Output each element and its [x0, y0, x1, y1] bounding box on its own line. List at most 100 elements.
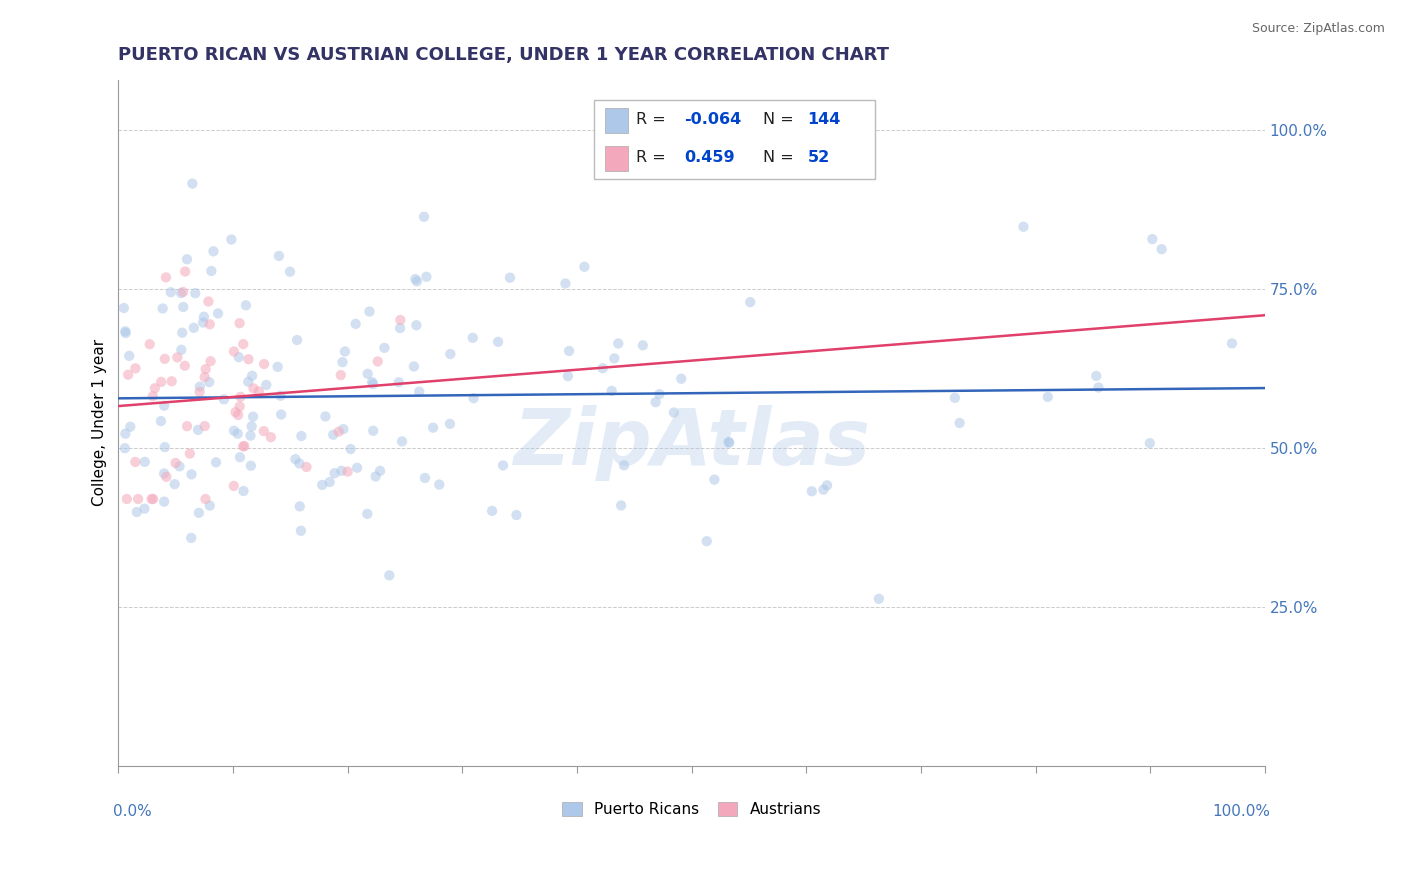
Point	[278, 265, 301, 279]
Point	[644, 395, 666, 409]
Point	[224, 405, 246, 419]
Point	[179, 447, 201, 461]
Point	[117, 368, 139, 382]
Point	[361, 424, 384, 438]
Point	[221, 233, 243, 247]
Point	[328, 425, 350, 439]
Text: PUERTO RICAN VS AUSTRIAN COLLEGE, UNDER 1 YEAR CORRELATION CHART: PUERTO RICAN VS AUSTRIAN COLLEGE, UNDER …	[118, 46, 890, 64]
Point	[184, 286, 207, 301]
Point	[200, 264, 222, 278]
Point	[332, 422, 354, 436]
Point	[194, 362, 217, 376]
Point	[558, 343, 581, 358]
Point	[270, 408, 292, 422]
Point	[153, 467, 176, 481]
Point	[166, 351, 188, 365]
Point	[232, 483, 254, 498]
Point	[200, 354, 222, 368]
Point	[378, 568, 401, 582]
Point	[613, 458, 636, 473]
Point	[610, 499, 633, 513]
Point	[336, 465, 359, 479]
Point	[228, 316, 250, 330]
Point	[207, 306, 229, 320]
Point	[557, 369, 579, 384]
Text: Source: ZipAtlas.com: Source: ZipAtlas.com	[1251, 22, 1385, 36]
Point	[141, 491, 163, 506]
Point	[239, 428, 262, 442]
Point	[696, 534, 718, 549]
Point	[260, 430, 283, 444]
Point	[631, 338, 654, 352]
Point	[114, 324, 136, 338]
Point	[288, 457, 311, 471]
Point	[172, 326, 194, 340]
Point	[160, 285, 183, 300]
Point	[115, 491, 138, 506]
Point	[198, 375, 221, 389]
Point	[332, 355, 354, 369]
Point	[439, 347, 461, 361]
Point	[226, 408, 249, 422]
Point	[868, 591, 890, 606]
Point	[717, 434, 740, 449]
Point	[361, 377, 384, 392]
Point	[266, 359, 288, 374]
Point	[607, 336, 630, 351]
Point	[1139, 436, 1161, 450]
Point	[269, 389, 291, 403]
Point	[124, 455, 146, 469]
Point	[662, 405, 685, 419]
Point	[124, 361, 146, 376]
Point	[295, 460, 318, 475]
Point	[600, 384, 623, 398]
Point	[402, 359, 425, 374]
Point	[247, 384, 270, 399]
Point	[415, 269, 437, 284]
Point	[1085, 368, 1108, 383]
Point	[188, 384, 211, 399]
Point	[183, 321, 205, 335]
Point	[194, 491, 217, 506]
Point	[153, 351, 176, 366]
Point	[405, 318, 427, 333]
Point	[143, 381, 166, 395]
Point	[193, 310, 215, 324]
Point	[284, 452, 307, 467]
Point	[314, 409, 336, 424]
Point	[311, 478, 333, 492]
Point	[592, 361, 614, 376]
Point	[153, 494, 176, 508]
Point	[114, 326, 136, 340]
Point	[127, 491, 149, 506]
Point	[176, 419, 198, 434]
Point	[404, 272, 426, 286]
Point	[181, 177, 204, 191]
Point	[229, 450, 252, 465]
Point	[373, 341, 395, 355]
Point	[254, 378, 277, 392]
Point	[134, 455, 156, 469]
Point	[226, 426, 249, 441]
Point	[228, 350, 250, 364]
Point	[191, 316, 214, 330]
Legend: Puerto Ricans, Austrians: Puerto Ricans, Austrians	[555, 796, 827, 823]
Point	[172, 285, 194, 299]
Point	[198, 499, 221, 513]
Point	[180, 531, 202, 545]
Point	[238, 375, 260, 389]
Point	[188, 379, 211, 393]
Point	[290, 429, 312, 443]
Point	[422, 420, 444, 434]
Point	[233, 439, 256, 453]
Point	[322, 427, 344, 442]
Point	[153, 440, 176, 454]
Point	[152, 301, 174, 316]
Point	[150, 375, 173, 389]
Point	[1036, 390, 1059, 404]
Point	[222, 479, 245, 493]
Point	[323, 467, 346, 481]
Point	[285, 333, 308, 347]
Point	[194, 370, 217, 384]
Point	[361, 375, 384, 389]
